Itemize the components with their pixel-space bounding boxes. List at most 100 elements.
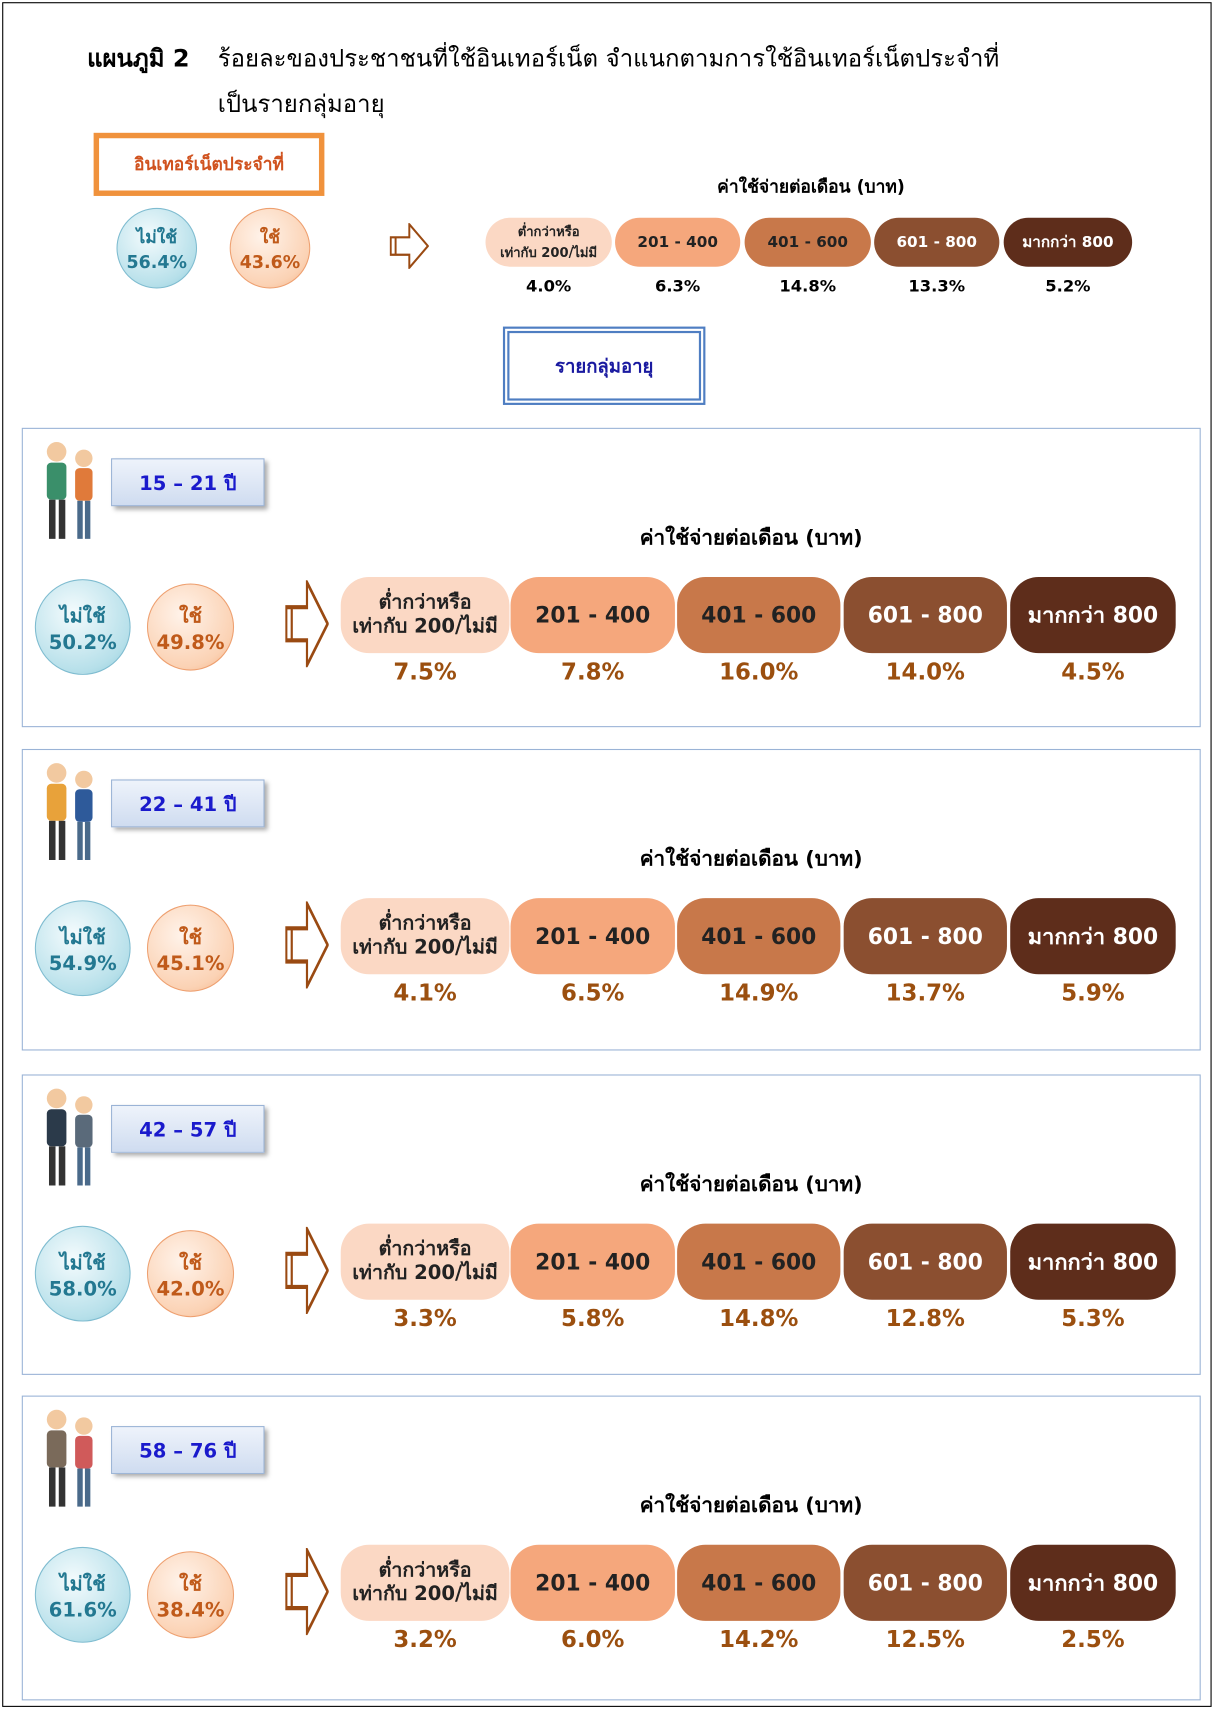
cost-label: 401 - 600 <box>701 1569 817 1596</box>
arrow-icon <box>285 577 330 671</box>
cost-label: มากกว่า 800 <box>1027 1569 1159 1596</box>
cost-pill: มากกว่า 800 <box>1010 898 1176 975</box>
usage-value: 58.0% <box>48 1278 117 1301</box>
cost-value: 6.5% <box>561 979 625 1006</box>
arrow-icon <box>285 1223 330 1318</box>
cost-value: 5.9% <box>1061 979 1125 1006</box>
age-box: 22 – 41 ปี <box>111 779 265 828</box>
usage-label: ใช้ <box>179 1573 202 1596</box>
cost-label: มากกว่า 800 <box>1027 1248 1159 1275</box>
cost-pill: 201 - 400 <box>510 898 675 975</box>
cost-value: 13.7% <box>885 979 965 1006</box>
people-icon <box>38 1406 103 1509</box>
group-panel <box>21 427 1201 728</box>
usage-circle: ใช้ 45.1% <box>146 904 235 992</box>
group-panel <box>21 1395 1201 1701</box>
cost-value: 6.0% <box>561 1626 625 1653</box>
cost-label: ต่ำกว่าหรือ <box>378 1558 472 1582</box>
cost-label: 601 - 800 <box>867 1248 983 1275</box>
people-icon <box>38 439 103 542</box>
cost-value: 2.5% <box>1061 1626 1125 1653</box>
people-svg <box>46 1409 93 1507</box>
group-heading: รายกลุ่มอายุ <box>502 326 706 405</box>
cost-pill: ต่ำกว่าหรือ เท่ากับ 200/ไม่มี <box>340 1223 510 1300</box>
cost-label: 401 - 600 <box>701 601 817 628</box>
cost-pill: ต่ำกว่าหรือ เท่ากับ 200/ไม่มี <box>485 217 612 267</box>
cost-label: 201 - 400 <box>535 1248 651 1275</box>
arrow-icon <box>285 1544 330 1639</box>
cost-pill: 601 - 800 <box>843 898 1007 975</box>
usage-circle: ไม่ใช้ 56.4% <box>116 207 198 289</box>
usage-label: ไม่ใช้ <box>59 1251 106 1275</box>
cost-label: มากกว่า 800 <box>1027 922 1159 949</box>
group-panel <box>21 748 1201 1051</box>
cost-pill: 401 - 600 <box>677 1223 841 1300</box>
usage-label: ใช้ <box>179 1251 202 1275</box>
cost-label: ต่ำกว่าหรือ <box>378 911 472 935</box>
arrow-icon <box>285 898 330 992</box>
usage-label: ไม่ใช้ <box>59 1573 106 1596</box>
cost-pill: 601 - 800 <box>843 576 1007 654</box>
usage-circle: ใช้ 43.6% <box>229 207 311 289</box>
cost-value: 4.0% <box>525 276 572 297</box>
cost-title: ค่าใช้จ่ายต่อเดือน (บาท) <box>639 1172 863 1197</box>
people-svg <box>46 1088 93 1186</box>
cost-label: เท่ากับ 200/ไม่มี <box>352 1261 498 1285</box>
usage-circle: ไม่ใช้ 61.6% <box>34 1546 131 1643</box>
cost-label: ต่ำกว่าหรือ <box>378 1237 472 1261</box>
usage-label: ไม่ใช้ <box>59 605 106 629</box>
cost-label: มากกว่า 800 <box>1027 601 1159 628</box>
cost-pill: มากกว่า 800 <box>1010 1223 1176 1300</box>
cost-value: 7.8% <box>561 658 625 685</box>
cost-label: 201 - 400 <box>535 1569 651 1596</box>
cost-value: 3.2% <box>393 1626 457 1653</box>
cost-label: 401 - 600 <box>701 922 817 949</box>
cost-value: 12.8% <box>885 1305 965 1332</box>
cost-value: 5.8% <box>561 1305 625 1332</box>
group-panel <box>21 1074 1201 1375</box>
cost-title: ค่าใช้จ่ายต่อเดือน (บาท) <box>639 846 863 871</box>
arrow <box>285 577 330 671</box>
usage-value: 56.4% <box>126 251 187 273</box>
cost-title: ค่าใช้จ่ายต่อเดือน (บาท) <box>639 1493 863 1518</box>
usage-value: 45.1% <box>156 952 225 976</box>
cost-pill: ต่ำกว่าหรือ เท่ากับ 200/ไม่มี <box>340 1544 510 1621</box>
cost-pill: มากกว่า 800 <box>1003 217 1133 267</box>
title-line: เป็นรายกลุ่มอายุ <box>217 91 385 119</box>
arrow-icon <box>389 221 430 271</box>
usage-value: 49.8% <box>156 631 225 655</box>
usage-value: 38.4% <box>156 1599 225 1623</box>
usage-circle: ไม่ใช้ 50.2% <box>34 579 131 675</box>
cost-label: 601 - 800 <box>867 1569 983 1596</box>
cost-value: 4.5% <box>1061 658 1125 685</box>
cost-value: 7.5% <box>393 658 457 685</box>
cost-value: 16.0% <box>719 658 799 685</box>
cost-value: 5.2% <box>1045 276 1091 297</box>
age-box: 58 – 76 ปี <box>111 1426 265 1474</box>
cost-pill: 601 - 800 <box>843 1544 1007 1621</box>
usage-value: 43.6% <box>239 251 301 273</box>
arrow <box>389 221 430 271</box>
cost-value: 5.3% <box>1061 1305 1125 1332</box>
cost-value: 14.8% <box>719 1305 799 1332</box>
cost-pill: 401 - 600 <box>677 576 841 654</box>
cost-label: 201 - 400 <box>637 233 718 251</box>
arrow <box>285 1223 330 1318</box>
arrow <box>285 1544 330 1639</box>
title-line: ร้อยละของประชาชนที่ใช้อินเทอร์เน็ต จำแนก… <box>217 45 1000 73</box>
people-svg <box>46 441 93 539</box>
cost-pill: 601 - 800 <box>874 217 1000 267</box>
cost-pill: 401 - 600 <box>744 217 871 267</box>
usage-circle: ไม่ใช้ 58.0% <box>34 1225 131 1322</box>
cost-label: ต่ำกว่าหรือ <box>517 223 580 239</box>
usage-circle: ใช้ 38.4% <box>146 1551 235 1639</box>
heading-box: อินเทอร์เน็ตประจำที่ <box>93 132 325 196</box>
cost-pill: มากกว่า 800 <box>1010 576 1176 654</box>
cost-label: 201 - 400 <box>535 601 651 628</box>
cost-value: 6.3% <box>654 276 701 297</box>
usage-circle: ไม่ใช้ 54.9% <box>34 900 131 997</box>
usage-label: ไม่ใช้ <box>59 926 106 950</box>
cost-title: ค่าใช้จ่ายต่อเดือน (บาท) <box>717 176 905 198</box>
cost-label: เท่ากับ 200/ไม่มี <box>352 1582 498 1606</box>
